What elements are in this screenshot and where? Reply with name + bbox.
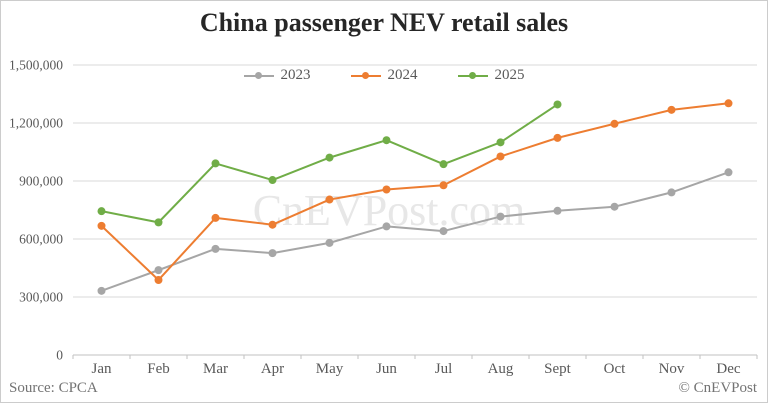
data-point-2023-Jul: [439, 227, 448, 236]
legend-label: 2025: [494, 67, 525, 83]
data-point-2024-Jun: [382, 185, 391, 194]
series-line-2024: [100, 102, 729, 281]
copyright-label: © CnEVPost: [678, 380, 758, 396]
legend-dot-icon: [255, 72, 262, 79]
x-axis-month-label: Jan: [92, 361, 112, 377]
data-point-2025-Jul: [439, 160, 448, 169]
data-point-2024-Dec: [724, 99, 733, 108]
data-point-2025-Feb: [154, 218, 163, 227]
data-point-2023-Jan: [97, 286, 106, 295]
data-point-2024-Apr: [268, 220, 277, 229]
data-point-2024-Jul: [439, 181, 448, 190]
data-point-2025-Jan: [97, 207, 106, 216]
data-point-2023-Jun: [382, 222, 391, 231]
chart-title: China passenger NEV retail sales: [199, 8, 569, 37]
y-axis-tick-label: 1,200,000: [9, 116, 63, 131]
data-point-2023-May: [325, 238, 334, 247]
x-axis-month-label: Dec: [716, 361, 740, 377]
data-point-2024-Aug: [496, 152, 505, 161]
data-point-2025-May: [325, 153, 334, 162]
data-point-2023-Dec: [724, 168, 733, 177]
x-axis-month-label: Jul: [435, 361, 453, 377]
data-point-2025-Aug: [496, 138, 505, 147]
legend-dot-icon: [469, 72, 476, 79]
x-axis-month-label: Jun: [376, 361, 397, 377]
legend-marker-icon: [457, 72, 488, 79]
x-axis-month-label: Aug: [488, 361, 514, 377]
data-point-2024-Mar: [211, 213, 220, 222]
y-axis-tick-label: 300,000: [19, 290, 63, 305]
legend-dot-icon: [362, 72, 369, 79]
x-axis-month-label: Nov: [659, 361, 685, 377]
data-point-2023-Oct: [610, 202, 619, 211]
data-point-2023-Aug: [496, 212, 505, 221]
x-axis-month-label: Feb: [147, 361, 170, 377]
series-line-2023: [101, 171, 729, 292]
data-point-2024-Oct: [610, 119, 619, 128]
data-point-2025-Sept: [553, 100, 562, 109]
legend-item-2023: 2023: [243, 67, 311, 83]
data-point-2024-Nov: [667, 105, 676, 114]
data-point-2023-Feb: [154, 266, 163, 275]
data-point-2024-Sept: [553, 133, 562, 142]
data-point-2024-Jan: [97, 221, 106, 230]
data-point-2023-Sept: [553, 206, 562, 215]
data-point-2024-Feb: [154, 275, 163, 284]
data-point-2025-Jun: [382, 136, 391, 145]
data-point-2024-May: [325, 195, 334, 204]
legend-item-2024: 2024: [350, 67, 418, 83]
data-point-2025-Apr: [268, 176, 277, 185]
legend-marker-icon: [243, 72, 274, 79]
source-label: Source: CPCA: [9, 380, 98, 396]
chart-legend: 2023 2024 2025: [1, 68, 767, 83]
y-axis-tick-label: 1,500,000: [9, 58, 63, 73]
x-axis-month-label: May: [316, 361, 344, 377]
x-axis-month-label: Oct: [604, 361, 626, 377]
x-axis-month-label: Apr: [261, 361, 284, 377]
y-axis-tick-label: 0: [56, 348, 63, 363]
data-point-2023-Nov: [667, 188, 676, 197]
y-axis-tick-label: 600,000: [19, 232, 63, 247]
data-point-2023-Mar: [211, 244, 220, 253]
x-axis-month-label: Mar: [203, 361, 228, 377]
legend-label: 2023: [280, 67, 311, 83]
data-point-2023-Apr: [268, 249, 277, 258]
x-axis-month-label: Sept: [544, 361, 572, 377]
data-point-2025-Mar: [211, 159, 220, 168]
y-axis-tick-label: 900,000: [19, 174, 63, 189]
legend-label: 2024: [387, 67, 418, 83]
legend-item-2025: 2025: [457, 67, 525, 83]
legend-marker-icon: [350, 72, 381, 79]
